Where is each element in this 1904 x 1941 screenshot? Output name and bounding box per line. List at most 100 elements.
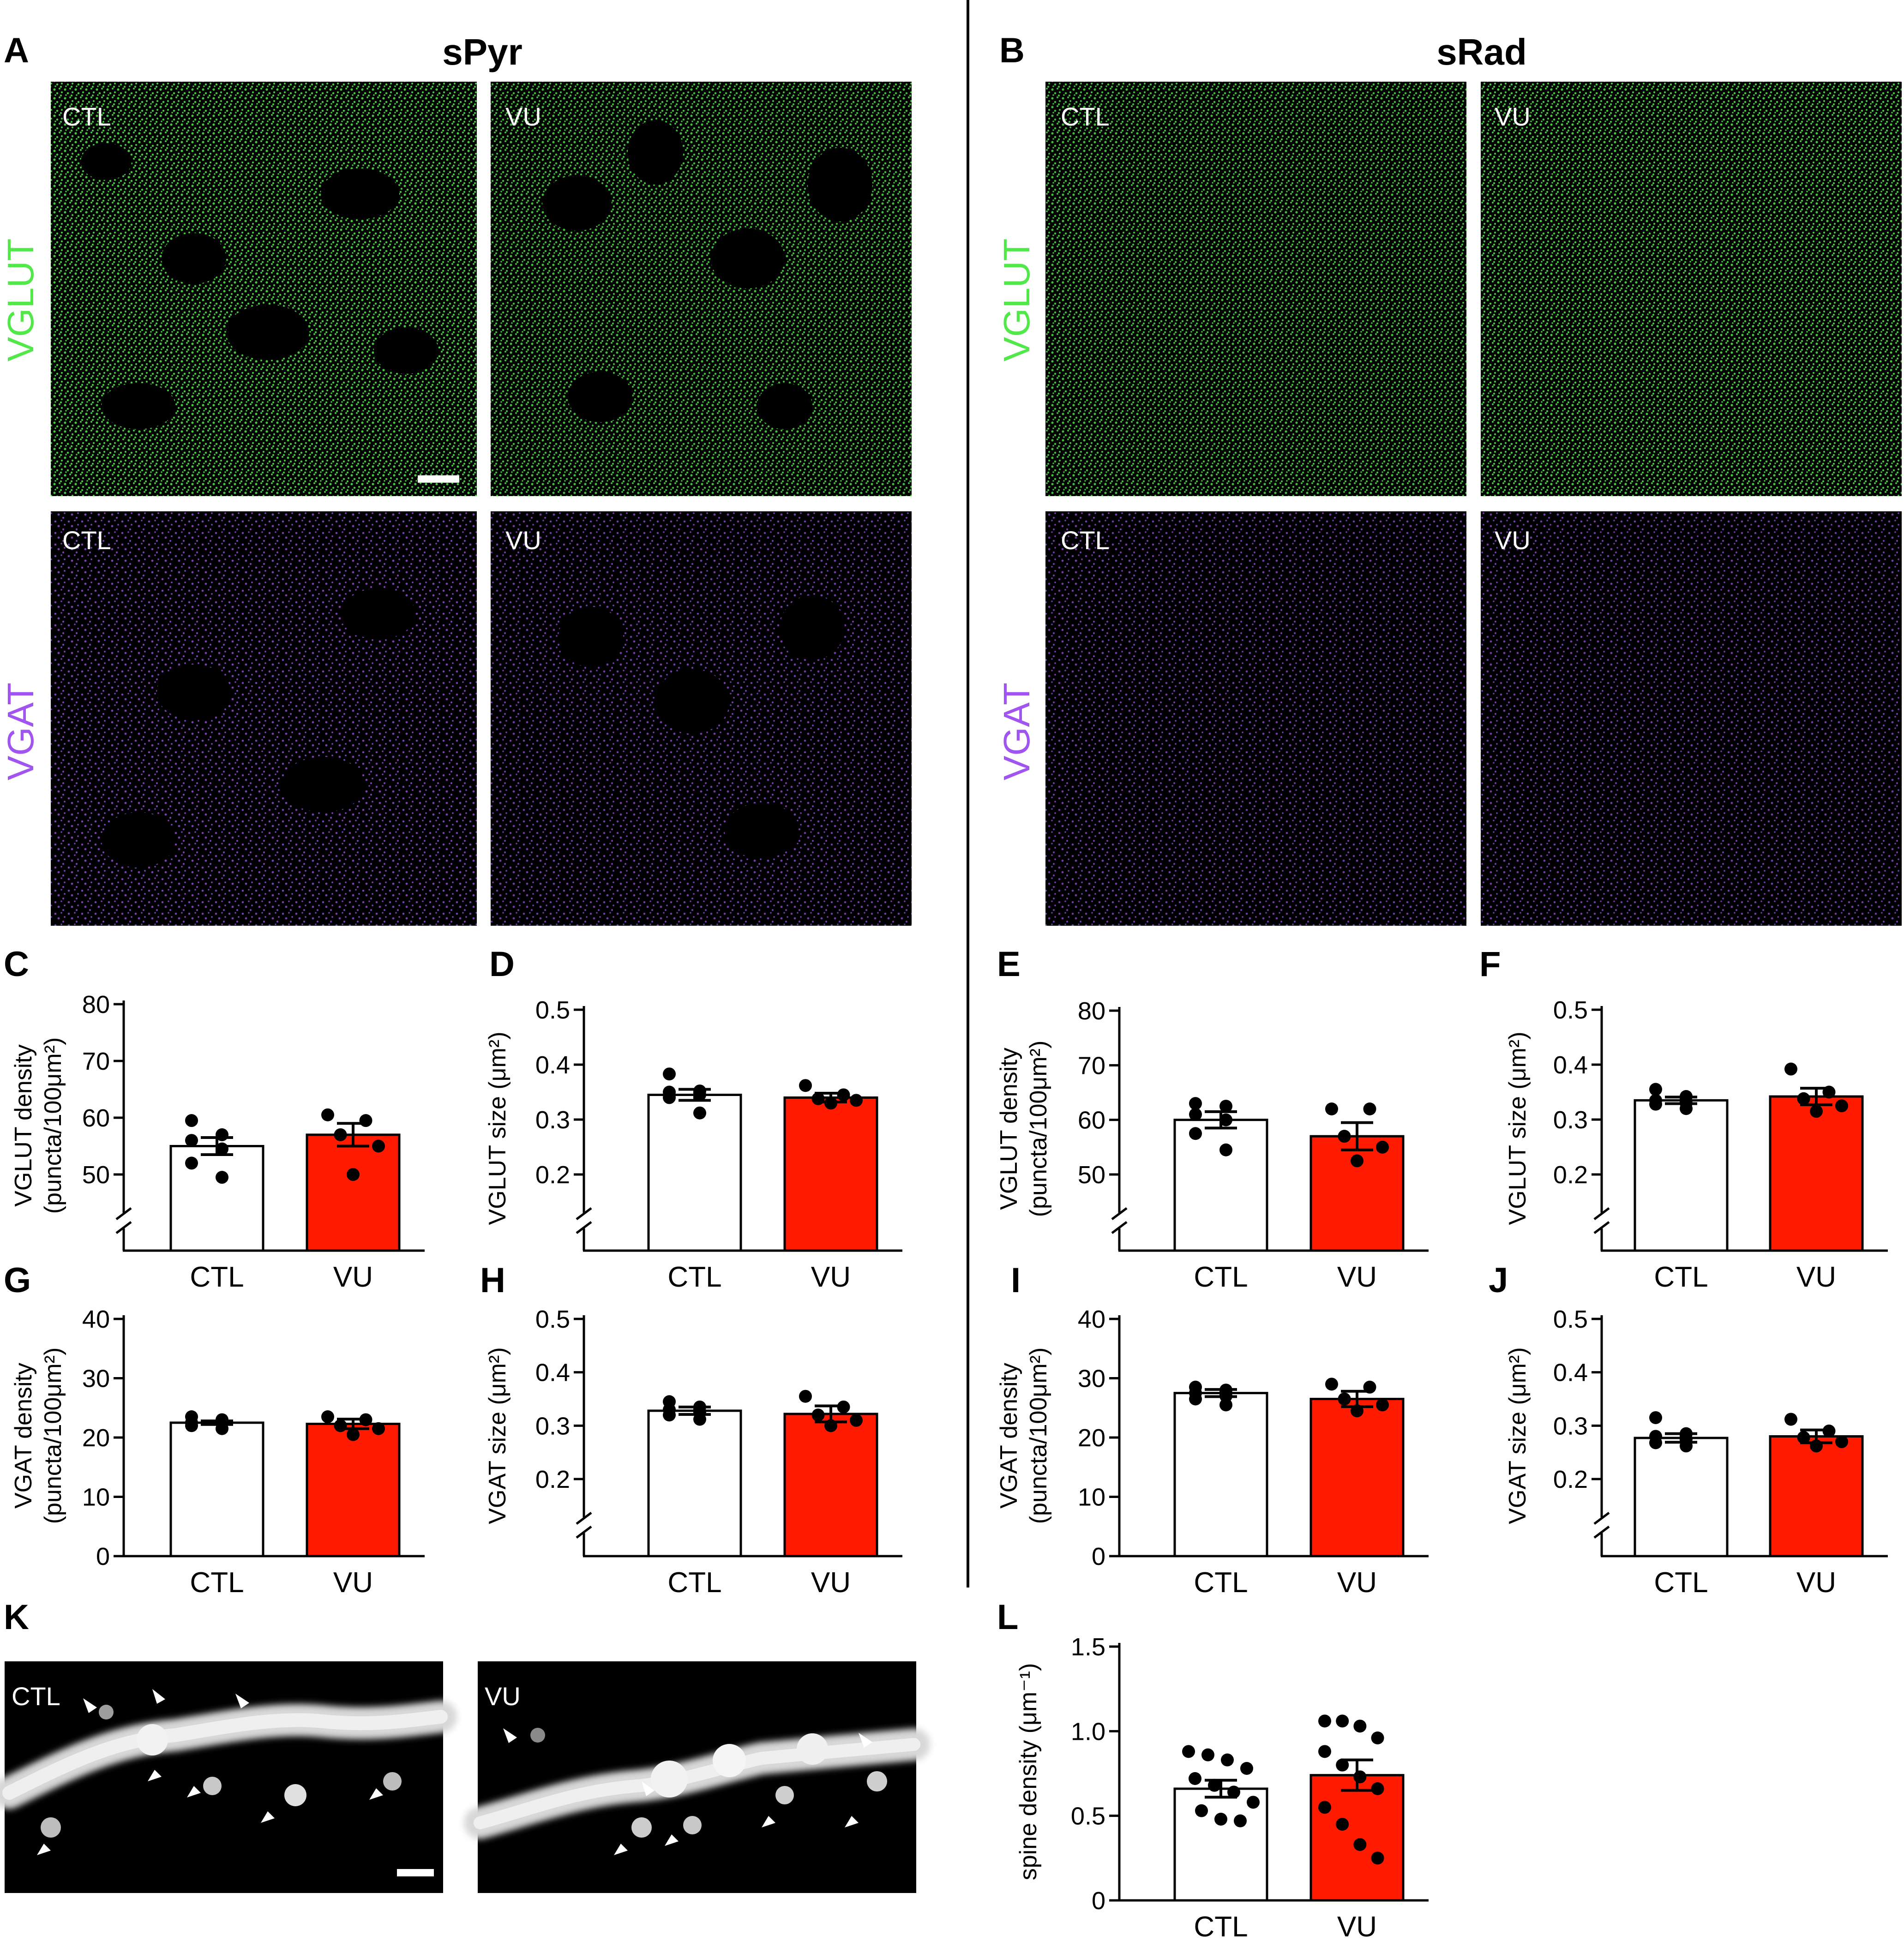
y-tick-label: 20 — [1078, 1424, 1105, 1452]
spine-arrowhead-icon — [83, 1698, 97, 1713]
data-point — [334, 1128, 347, 1141]
data-point — [185, 1419, 198, 1432]
scale-bar — [397, 1869, 434, 1876]
x-category-label: VU — [811, 1261, 851, 1293]
data-point — [1835, 1099, 1848, 1113]
axis-break-mark — [576, 1512, 592, 1525]
data-point — [347, 1168, 360, 1181]
data-point — [1219, 1143, 1232, 1156]
data-point — [372, 1139, 385, 1153]
image-tag-vu: VU — [505, 102, 541, 131]
data-point — [1797, 1431, 1810, 1444]
x-category-label: VU — [811, 1567, 851, 1599]
row-label-vgat-srad: VGAT — [996, 683, 1037, 780]
panel-label-a: A — [4, 31, 29, 70]
spine-arrowhead-icon — [261, 1811, 275, 1823]
spine-arrowhead-icon — [642, 1781, 655, 1796]
data-point — [1318, 1745, 1331, 1758]
data-point — [1182, 1745, 1195, 1758]
y-tick-label: 0.4 — [535, 1051, 570, 1079]
y-tick-label: 1.0 — [1071, 1718, 1105, 1745]
data-point — [1219, 1113, 1232, 1126]
bar-ctl — [169, 1421, 264, 1558]
data-point — [1784, 1062, 1797, 1076]
data-point — [663, 1067, 676, 1081]
y-tick-label: 70 — [1078, 1052, 1105, 1079]
axis-break-mark — [115, 1221, 132, 1234]
bar-vu — [1769, 1095, 1864, 1252]
y-axis-label: VGLUT density — [996, 1048, 1022, 1210]
panel-label-h: H — [480, 1261, 505, 1300]
bar-ctl — [1173, 1392, 1268, 1558]
data-point — [824, 1096, 837, 1110]
y-tick-label: 50 — [82, 1161, 110, 1189]
data-point — [663, 1091, 676, 1104]
spine-arrowhead-icon — [762, 1816, 775, 1827]
y-tick-label: 0.5 — [1553, 996, 1588, 1024]
data-point — [1338, 1130, 1351, 1143]
data-point — [1189, 1127, 1202, 1140]
y-tick-label: 0.2 — [1553, 1161, 1588, 1189]
y-tick-label: 0.3 — [535, 1106, 570, 1134]
data-point — [1318, 1714, 1331, 1728]
data-point — [850, 1094, 863, 1107]
y-tick-label: 60 — [1078, 1107, 1105, 1134]
y-axis-label: (puncta/100μm²) — [40, 1037, 66, 1214]
micrograph-srad-vgat-vu: VU — [1481, 511, 1902, 926]
data-point — [1189, 1097, 1202, 1110]
bar-ctl — [647, 1409, 742, 1558]
data-point — [1835, 1435, 1848, 1449]
spine-arrowhead-icon — [665, 1834, 679, 1846]
y-axis-label: VGAT density — [996, 1363, 1022, 1509]
spine-arrowhead-icon — [859, 1733, 872, 1748]
spine-arrowhead-icon — [37, 1844, 51, 1855]
chart-i-vgat-density-srad: 0 10 20 30 40 VGAT density (puncta/100μm²) CTL V… — [996, 1306, 1429, 1599]
x-category-label: CTL — [1194, 1261, 1248, 1293]
x-category-label: CTL — [190, 1567, 244, 1599]
x-category-label: CTL — [190, 1261, 244, 1293]
y-axis-label: (puncta/100μm²) — [40, 1348, 66, 1524]
data-point — [1649, 1436, 1662, 1450]
data-point — [1371, 1731, 1384, 1744]
y-tick-label: 50 — [1078, 1161, 1105, 1189]
y-tick-label: 10 — [82, 1484, 110, 1511]
data-point — [693, 1106, 706, 1120]
data-point — [1336, 1758, 1349, 1772]
y-tick-label: 60 — [82, 1104, 110, 1132]
y-tick-label: 80 — [82, 991, 110, 1018]
y-axis-label: VGLUT size (μm²) — [1504, 1031, 1531, 1225]
x-category-label: VU — [1337, 1261, 1377, 1293]
y-tick-label: 0.4 — [1553, 1359, 1588, 1387]
panel-label-g: G — [4, 1261, 31, 1300]
axis-break-mark — [576, 1207, 592, 1220]
data-point — [1247, 1796, 1260, 1809]
axis-break-mark — [1593, 1221, 1610, 1234]
y-axis-label: VGAT size (μm²) — [1504, 1347, 1531, 1524]
y-axis-label: spine density (μm⁻¹) — [1015, 1663, 1042, 1881]
x-category-label: VU — [1337, 1911, 1377, 1941]
image-tag-ctl: CTL — [1061, 526, 1110, 555]
data-point — [1784, 1413, 1797, 1426]
y-tick-label: 30 — [82, 1365, 110, 1393]
data-point — [811, 1092, 825, 1105]
data-point — [1376, 1398, 1389, 1412]
axis-break-mark — [1111, 1221, 1128, 1234]
data-point — [663, 1408, 676, 1422]
data-point — [1336, 1818, 1349, 1831]
spine-arrowhead-icon — [614, 1844, 628, 1855]
y-tick-label: 20 — [82, 1424, 110, 1452]
y-tick-label: 0 — [1092, 1887, 1105, 1915]
data-point — [1351, 1404, 1363, 1418]
data-point — [1353, 1719, 1367, 1733]
title-srad: sRad — [1436, 31, 1527, 72]
image-tag-vu: VU — [505, 526, 541, 555]
data-point — [1234, 1814, 1247, 1827]
chart-j-vgat-size-srad: 0.2 0.3 0.4 0.5 VGAT size (μm²) CTL VU — [1504, 1306, 1888, 1599]
micrograph-spyr-vglut-ctl: CTL — [51, 82, 477, 496]
data-point — [1822, 1424, 1836, 1438]
data-point — [1219, 1398, 1232, 1412]
bar-ctl — [647, 1093, 742, 1252]
image-tag-ctl: CTL — [12, 1682, 60, 1711]
x-category-label: CTL — [667, 1261, 721, 1293]
